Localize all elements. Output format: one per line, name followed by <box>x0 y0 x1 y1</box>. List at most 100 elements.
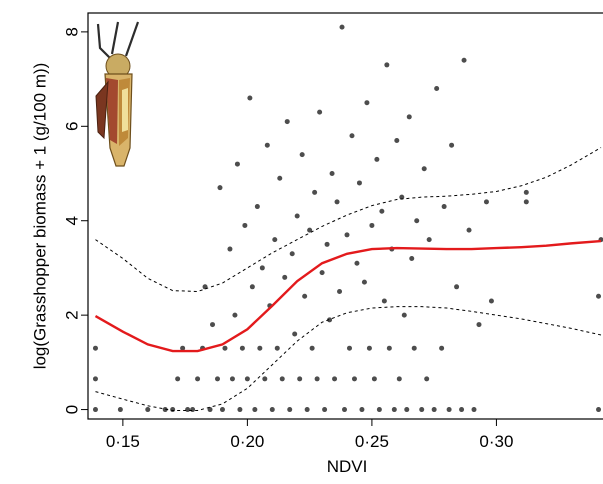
data-point <box>215 376 220 382</box>
data-point <box>339 24 345 30</box>
data-point <box>371 376 377 382</box>
data-point <box>92 376 98 382</box>
x-axis-label: NDVI <box>327 457 368 476</box>
data-point <box>302 293 308 299</box>
fit-line <box>94 239 602 353</box>
data-point <box>242 222 248 228</box>
data-point <box>244 376 250 382</box>
data-point <box>324 241 330 247</box>
data-point <box>459 407 465 413</box>
data-point <box>366 345 372 351</box>
data-point <box>354 260 360 266</box>
data-point <box>394 137 400 143</box>
data-point <box>344 232 350 238</box>
x-tick-label: 0·30 <box>479 432 513 451</box>
data-point <box>374 156 380 162</box>
data-point <box>92 407 98 413</box>
data-point <box>391 407 397 413</box>
data-point <box>190 407 196 413</box>
data-point <box>309 345 315 351</box>
data-point <box>259 265 265 271</box>
data-point <box>117 407 123 413</box>
data-point <box>219 407 225 413</box>
confidence-bands <box>95 147 602 411</box>
data-point <box>488 298 494 304</box>
data-point <box>351 376 357 382</box>
data-point <box>195 376 201 382</box>
data-point <box>359 407 365 413</box>
data-point <box>523 199 529 205</box>
data-point <box>279 376 285 382</box>
scatter-points <box>92 24 603 413</box>
data-point <box>294 213 300 219</box>
data-point <box>406 114 412 120</box>
data-point <box>185 407 191 413</box>
data-point <box>337 289 343 295</box>
data-point <box>249 284 255 290</box>
data-point <box>262 376 268 382</box>
data-point <box>289 251 295 257</box>
grasshopper-icon <box>95 21 140 167</box>
data-point <box>381 298 387 304</box>
data-point <box>454 284 460 290</box>
data-point <box>399 194 405 200</box>
data-point <box>299 152 305 158</box>
data-point <box>376 407 382 413</box>
data-point <box>379 208 385 214</box>
data-point <box>346 345 352 351</box>
data-point <box>229 376 235 382</box>
data-point <box>304 407 310 413</box>
data-point <box>322 407 328 413</box>
data-point <box>264 142 270 148</box>
data-point <box>449 142 455 148</box>
data-point <box>210 322 216 328</box>
data-point <box>297 376 303 382</box>
y-tick-label: 0 <box>63 405 82 414</box>
data-point <box>446 407 452 413</box>
data-point <box>342 407 348 413</box>
lower-band-line <box>95 306 602 411</box>
data-point <box>207 407 213 413</box>
data-point <box>523 189 529 195</box>
data-point <box>269 407 275 413</box>
data-point <box>461 57 467 63</box>
data-point <box>180 345 186 351</box>
data-point <box>356 180 362 186</box>
data-point <box>92 345 98 351</box>
data-point <box>384 62 390 68</box>
data-point <box>239 345 245 351</box>
data-point <box>145 407 151 413</box>
data-point <box>334 199 340 205</box>
data-point <box>287 407 293 413</box>
data-point <box>396 376 402 382</box>
data-point <box>369 222 375 228</box>
data-point <box>277 175 283 181</box>
data-point <box>307 227 313 233</box>
data-point <box>411 345 417 351</box>
data-point <box>314 376 320 382</box>
data-point <box>386 345 392 351</box>
data-point <box>312 189 318 195</box>
data-point <box>222 345 228 351</box>
data-point <box>409 255 415 261</box>
data-point <box>327 317 333 323</box>
data-point <box>414 218 420 224</box>
data-point <box>234 161 240 167</box>
y-axis-label: log(Grasshopper biomass + 1 (g/100 m)) <box>31 63 50 370</box>
y-tick-label: 6 <box>63 122 82 131</box>
data-point <box>419 407 425 413</box>
fit-curve <box>94 239 602 353</box>
data-point <box>232 312 238 318</box>
data-point <box>317 109 323 115</box>
data-point <box>361 279 367 285</box>
data-point <box>476 322 482 328</box>
data-point <box>247 95 253 101</box>
data-point <box>596 293 602 299</box>
data-point <box>319 270 325 276</box>
data-point <box>364 100 370 106</box>
data-point <box>284 119 290 125</box>
data-point <box>466 227 472 233</box>
y-tick-label: 2 <box>63 310 82 319</box>
data-point <box>404 407 410 413</box>
